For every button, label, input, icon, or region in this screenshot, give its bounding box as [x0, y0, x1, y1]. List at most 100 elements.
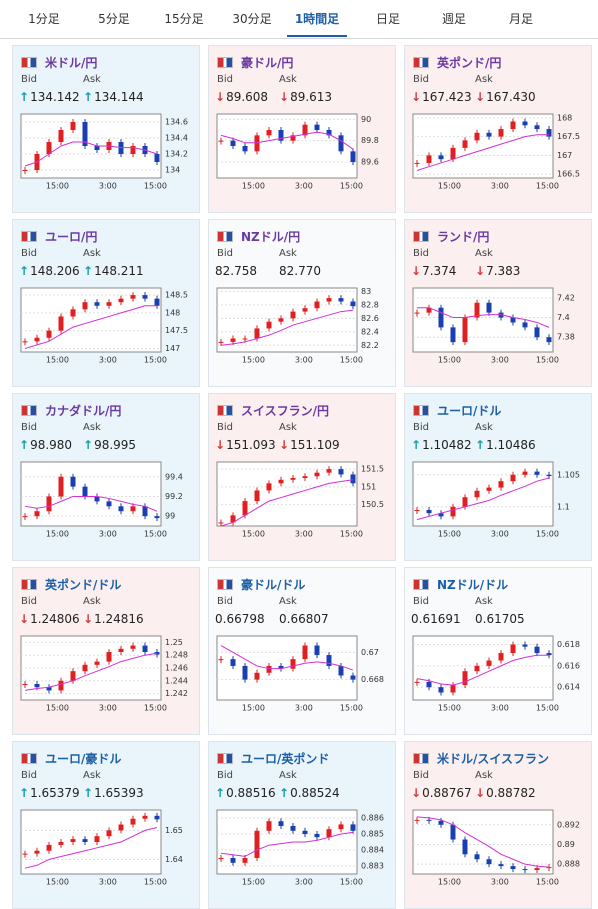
candle [438, 513, 444, 517]
x-tick-label: 3:00 [99, 878, 117, 887]
x-tick-label: 3:00 [295, 878, 313, 887]
candle [254, 328, 260, 339]
tab[interactable]: 1時間足 [287, 0, 347, 37]
bid-label: Bid [217, 596, 233, 607]
rate-card[interactable]: 英ポンド/ドル Bid Ask ↓1.24806 ↓1.24816 1.242 1.244 1… [12, 567, 200, 735]
rate-card[interactable]: NZドル/ドル Bid Ask 0.61691 0.61705 0.614 0.616 0.6… [404, 567, 592, 735]
moving-average [416, 134, 549, 171]
ask-text: 82.770 [279, 264, 321, 278]
bid-value: ↓167.423 [411, 90, 472, 104]
rate-card[interactable]: ユーロ/円 Bid Ask ↑148.206 ↑148.211 147 147.5 148 14… [12, 219, 200, 387]
flag-icon [413, 579, 429, 590]
candle [82, 486, 88, 497]
rate-card[interactable]: 豪ドル/円 Bid Ask ↓89.608 ↓89.613 89.6 89.8 90 15:00… [208, 45, 396, 213]
candle [278, 665, 284, 669]
moving-average [220, 309, 354, 346]
ask-value: ↑134.144 [83, 90, 144, 104]
rate-card[interactable]: カナダドル/円 Bid Ask ↑98.980 ↑98.995 99 99.2 99.4 15:… [12, 393, 200, 561]
bid-value: ↓151.093 [215, 438, 276, 452]
x-tick-label: 3:00 [99, 530, 117, 539]
candle [462, 140, 468, 148]
candle [142, 645, 148, 652]
x-tick-label: 15:00 [536, 878, 559, 887]
rate-card[interactable]: 米ドル/スイスフラン Bid Ask ↓0.88767 ↓0.88782 0.888 0.8… [404, 741, 592, 909]
rate-card[interactable]: NZドル/円 Bid Ask 82.758 82.770 82.2 82.4 82.6 82.8… [208, 219, 396, 387]
tab[interactable]: 月足 [508, 12, 533, 26]
candle [462, 497, 468, 507]
candle [338, 469, 344, 475]
ask-text: 98.995 [94, 438, 137, 452]
candle [46, 142, 52, 154]
rate-card[interactable]: スイスフラン/円 Bid Ask ↓151.093 ↓151.109 150.5 151 15… [208, 393, 396, 561]
x-tick-label: 15:00 [438, 356, 461, 365]
ask-value: ↓89.613 [279, 90, 332, 104]
candle [546, 129, 552, 137]
rate-card[interactable]: 米ドル/円 Bid Ask ↑134.142 ↑134.144 134 134.2 134.4… [12, 45, 200, 213]
candle [58, 680, 64, 691]
ask-value: ↑1.10486 [475, 438, 536, 452]
y-tick-label: 1.1 [557, 502, 570, 511]
x-tick-label: 15:00 [438, 530, 461, 539]
candle [474, 490, 480, 498]
tab[interactable]: 5分足 [98, 12, 130, 26]
ask-value: 82.770 [279, 264, 321, 278]
y-tick-label: 82.2 [361, 341, 379, 350]
direction-arrow: ↓ [475, 786, 486, 800]
direction-arrow: ↑ [83, 438, 94, 452]
candle [510, 644, 516, 654]
bid-text: 0.61691 [411, 612, 461, 626]
x-tick-label: 15:00 [144, 356, 167, 365]
x-tick-label: 15:00 [46, 356, 69, 365]
candle [326, 130, 332, 136]
rate-card[interactable]: 豪ドル/ドル Bid Ask 0.66798 0.66807 0.668 0.67 15:00… [208, 567, 396, 735]
tab[interactable]: 15分足 [164, 12, 204, 26]
mini-chart: 82.2 82.4 82.6 82.8 83 15:00 3:00 15:00 [216, 287, 379, 365]
candle [438, 155, 444, 160]
pair-title: ユーロ/英ポンド [241, 752, 330, 766]
y-tick-label: 83 [361, 287, 371, 296]
direction-arrow: ↓ [475, 90, 486, 104]
y-tick-label: 167.5 [557, 132, 580, 141]
rate-card[interactable]: ランド/円 Bid Ask ↓7.374 ↓7.383 7.38 7.4 7.42 15:00 3… [404, 219, 592, 387]
candle [94, 496, 100, 502]
rate-card[interactable]: ユーロ/ドル Bid Ask ↑1.10482 ↑1.10486 1.1 1.105 15:0… [404, 393, 592, 561]
pair-title: NZドル/ドル [437, 578, 509, 592]
timeframe-tabs: 1分足 5分足 15分足 30分足 1時間足 日足 週足 月足 [0, 0, 598, 39]
y-tick-label: 1.242 [165, 689, 188, 698]
direction-arrow: ↑ [19, 786, 30, 800]
y-tick-label: 0.668 [361, 675, 384, 684]
candle [22, 516, 28, 518]
tab[interactable]: 日足 [375, 12, 400, 26]
direction-arrow: ↑ [83, 90, 94, 104]
plot-area [412, 461, 554, 527]
pair-title: NZドル/円 [241, 230, 301, 244]
bid-value: ↑1.65379 [19, 786, 80, 800]
candle [118, 506, 124, 512]
tab[interactable]: 週足 [441, 12, 466, 26]
candle [414, 819, 420, 821]
candle [510, 317, 516, 323]
y-tick-label: 0.886 [361, 814, 384, 823]
candle [522, 644, 528, 647]
direction-arrow: ↓ [411, 786, 422, 800]
mini-chart: 7.38 7.4 7.42 15:00 3:00 15:00 [412, 287, 575, 365]
y-tick-label: 0.885 [361, 830, 384, 839]
candle [486, 660, 492, 666]
candle [486, 302, 492, 313]
tab[interactable]: 1分足 [28, 12, 60, 26]
rate-card[interactable]: 英ポンド/円 Bid Ask ↓167.423 ↓167.430 166.5 167 167.… [404, 45, 592, 213]
moving-average [417, 307, 550, 328]
candle [486, 132, 492, 137]
tab[interactable]: 30分足 [232, 12, 272, 26]
candle [302, 308, 308, 312]
moving-average [24, 305, 157, 349]
y-tick-label: 0.618 [557, 640, 580, 649]
direction-arrow: ↑ [475, 438, 486, 452]
y-tick-label: 148.5 [165, 291, 188, 300]
x-tick-label: 3:00 [295, 530, 313, 539]
bid-label: Bid [413, 74, 429, 85]
rate-card[interactable]: ユーロ/英ポンド Bid Ask ↑0.88516 ↑0.88524 0.883 0.884… [208, 741, 396, 909]
rate-card[interactable]: ユーロ/豪ドル Bid Ask ↑1.65379 ↑1.65393 1.64 1.65 15:… [12, 741, 200, 909]
candle [350, 151, 356, 162]
pair-title: カナダドル/円 [45, 404, 122, 418]
